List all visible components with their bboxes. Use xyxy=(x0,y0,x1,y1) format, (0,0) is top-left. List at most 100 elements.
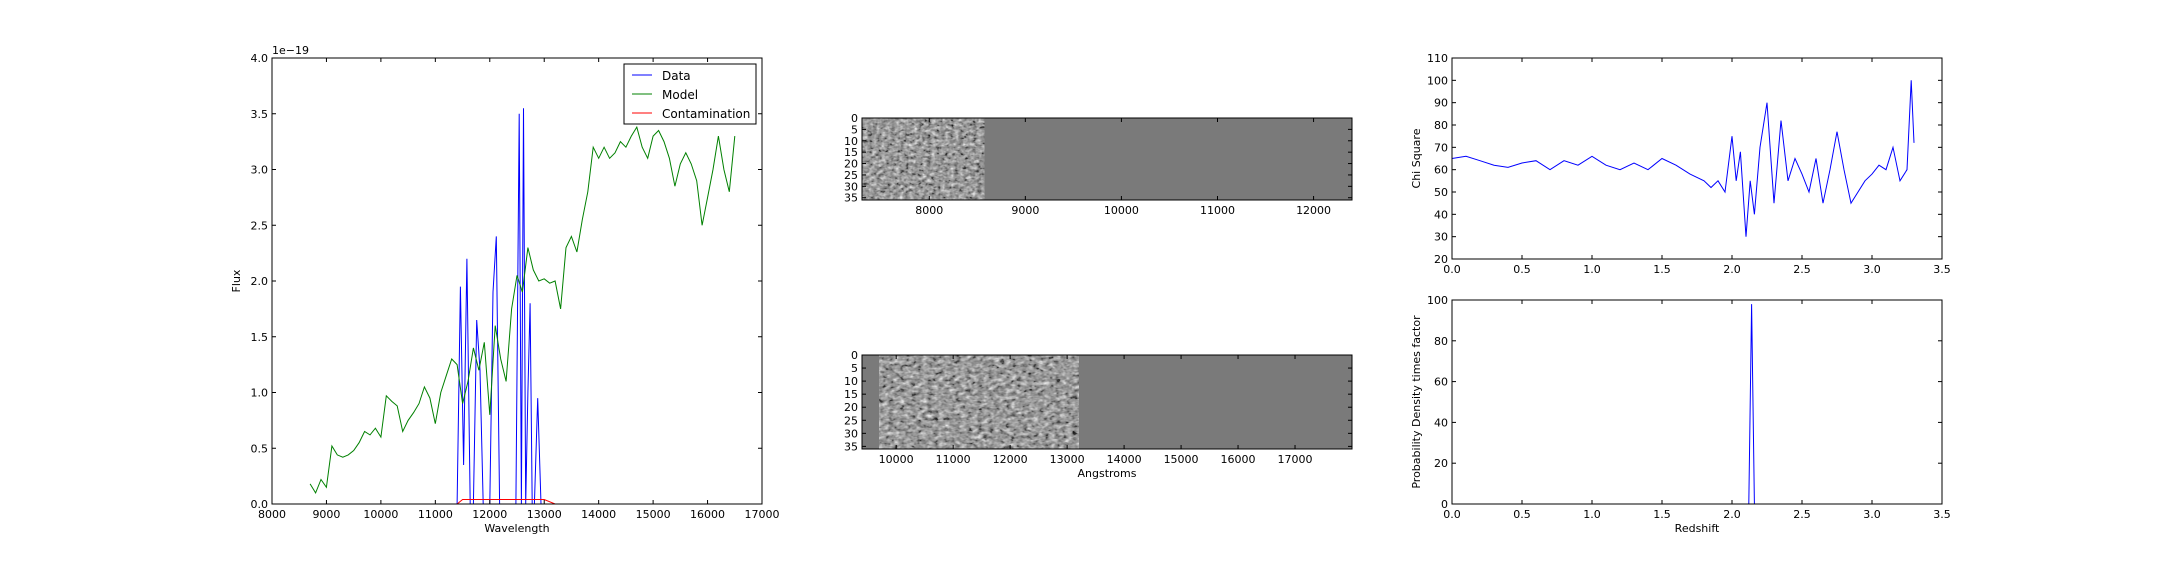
y-tick-label: 25 xyxy=(844,169,858,182)
x-tick-label: 1.5 xyxy=(1653,263,1671,276)
spectrum-plot-frame xyxy=(271,57,763,505)
legend-label: Model xyxy=(662,88,698,102)
y-tick-label: 4.0 xyxy=(251,52,269,65)
x-tick-label: 12000 xyxy=(472,508,507,521)
x-tick-label: 13000 xyxy=(527,508,562,521)
top-image-frame xyxy=(861,117,1353,201)
x-tick-label: 3.0 xyxy=(1863,263,1881,276)
top-image-data-region xyxy=(862,118,985,200)
chi-square-frame xyxy=(1451,57,1943,260)
x-tick-label: 2.0 xyxy=(1723,263,1741,276)
x-tick-label: 1.5 xyxy=(1653,508,1671,521)
y-tick-label: 40 xyxy=(1434,416,1448,429)
series-line-data xyxy=(456,108,550,505)
x-tick-label: 10000 xyxy=(879,453,914,466)
x-tick-label: 17000 xyxy=(745,508,780,521)
probability-density-y-label: Probability Density times factor xyxy=(1410,315,1423,489)
series-line-series-0 xyxy=(1451,80,1915,237)
y-tick-label: 60 xyxy=(1434,164,1448,177)
y-tick-label: 5 xyxy=(851,362,858,375)
legend-label: Contamination xyxy=(662,107,750,121)
y-tick-label: 25 xyxy=(844,414,858,427)
x-tick-label: 2.5 xyxy=(1793,263,1811,276)
x-tick-label: 17000 xyxy=(1278,453,1313,466)
y-tick-label: 1.5 xyxy=(251,331,269,344)
x-tick-label: 0.0 xyxy=(1443,508,1461,521)
y-tick-label: 20 xyxy=(1434,457,1448,470)
chi-square-y-label: Chi Square xyxy=(1410,128,1423,188)
x-tick-label: 11000 xyxy=(418,508,453,521)
bottom-image-data-region xyxy=(879,355,1079,449)
y-tick-label: 50 xyxy=(1434,186,1448,199)
y-tick-label: 90 xyxy=(1434,97,1448,110)
y-tick-label: 2.5 xyxy=(251,219,269,232)
spectrum-plot: 8000 9000 10000 11000 12000 13000 14000 15000 16… xyxy=(230,44,780,535)
y-tick-label: 10 xyxy=(844,135,858,148)
angstroms-x-label: Angstroms xyxy=(1078,467,1137,480)
x-tick-label: 3.5 xyxy=(1933,263,1951,276)
probability-density-frame xyxy=(1451,299,1943,505)
x-tick-label: 12000 xyxy=(993,453,1028,466)
x-tick-label: 8000 xyxy=(258,508,286,521)
y-tick-label: 0 xyxy=(851,349,858,362)
y-tick-label: 40 xyxy=(1434,208,1448,221)
y-tick-label: 70 xyxy=(1434,141,1448,154)
spectrum-x-label: Wavelength xyxy=(484,522,549,535)
bottom-2d-spectrum-image: 10000 11000 12000 13000 14000 15000 16000 17000… xyxy=(844,349,1353,480)
series-line-model xyxy=(309,125,736,495)
bottom-image-frame xyxy=(861,354,1353,450)
y-tick-label: 110 xyxy=(1427,52,1448,65)
y-tick-label: 15 xyxy=(844,146,858,159)
spectrum-y-label: Flux xyxy=(230,269,243,292)
y-tick-label: 0 xyxy=(851,112,858,125)
y-tick-label: 3.5 xyxy=(251,108,269,121)
y-tick-label: 80 xyxy=(1434,119,1448,132)
x-tick-label: 14000 xyxy=(1107,453,1142,466)
x-tick-label: 12000 xyxy=(1296,204,1331,217)
x-tick-label: 3.0 xyxy=(1863,508,1881,521)
y-tick-label: 35 xyxy=(844,192,858,205)
x-tick-label: 15000 xyxy=(1164,453,1199,466)
y-tick-label: 100 xyxy=(1427,74,1448,87)
y-tick-label: 5 xyxy=(851,123,858,136)
y-tick-label: 80 xyxy=(1434,335,1448,348)
x-tick-label: 1.0 xyxy=(1583,263,1601,276)
spectrum-offset-text: 1e−19 xyxy=(272,44,309,57)
y-tick-label: 35 xyxy=(844,440,858,453)
series-line-contamination xyxy=(310,499,735,505)
x-tick-label: 9000 xyxy=(1011,204,1039,217)
x-tick-label: 14000 xyxy=(581,508,616,521)
x-tick-label: 8000 xyxy=(915,204,943,217)
x-tick-label: 0.5 xyxy=(1513,508,1531,521)
y-tick-label: 0 xyxy=(1441,498,1448,511)
x-tick-label: 9000 xyxy=(312,508,340,521)
y-tick-label: 30 xyxy=(844,427,858,440)
x-tick-label: 2.0 xyxy=(1723,508,1741,521)
y-tick-label: 3.0 xyxy=(251,164,269,177)
y-tick-label: 10 xyxy=(844,375,858,388)
y-tick-label: 2.0 xyxy=(251,275,269,288)
y-tick-label: 30 xyxy=(844,180,858,193)
chi-square-plot: 0.0 0.5 1.0 1.5 2.0 2.5 3.0 3.5 20 30 40 50 60 70 80 9… xyxy=(1410,52,1951,276)
series-line-series-0 xyxy=(1452,304,1917,505)
spectrum-legend: Data Model Contamination xyxy=(623,63,757,125)
y-tick-label: 20 xyxy=(844,158,858,171)
y-tick-label: 60 xyxy=(1434,376,1448,389)
probability-density-plot: 0.0 0.5 1.0 1.5 2.0 2.5 3.0 3.5 0 20 40 60 80 100 Re… xyxy=(1410,294,1951,535)
redshift-x-label: Redshift xyxy=(1675,522,1720,535)
y-tick-label: 30 xyxy=(1434,231,1448,244)
x-tick-label: 13000 xyxy=(1050,453,1085,466)
x-tick-label: 1.0 xyxy=(1583,508,1601,521)
x-tick-label: 2.5 xyxy=(1793,508,1811,521)
x-tick-label: 0.5 xyxy=(1513,263,1531,276)
y-tick-label: 20 xyxy=(844,401,858,414)
x-tick-label: 0.0 xyxy=(1443,263,1461,276)
x-tick-label: 15000 xyxy=(636,508,671,521)
x-tick-label: 11000 xyxy=(1200,204,1235,217)
y-tick-label: 1.0 xyxy=(251,387,269,400)
y-tick-label: 100 xyxy=(1427,294,1448,307)
y-tick-label: 20 xyxy=(1434,253,1448,266)
x-tick-label: 11000 xyxy=(936,453,971,466)
